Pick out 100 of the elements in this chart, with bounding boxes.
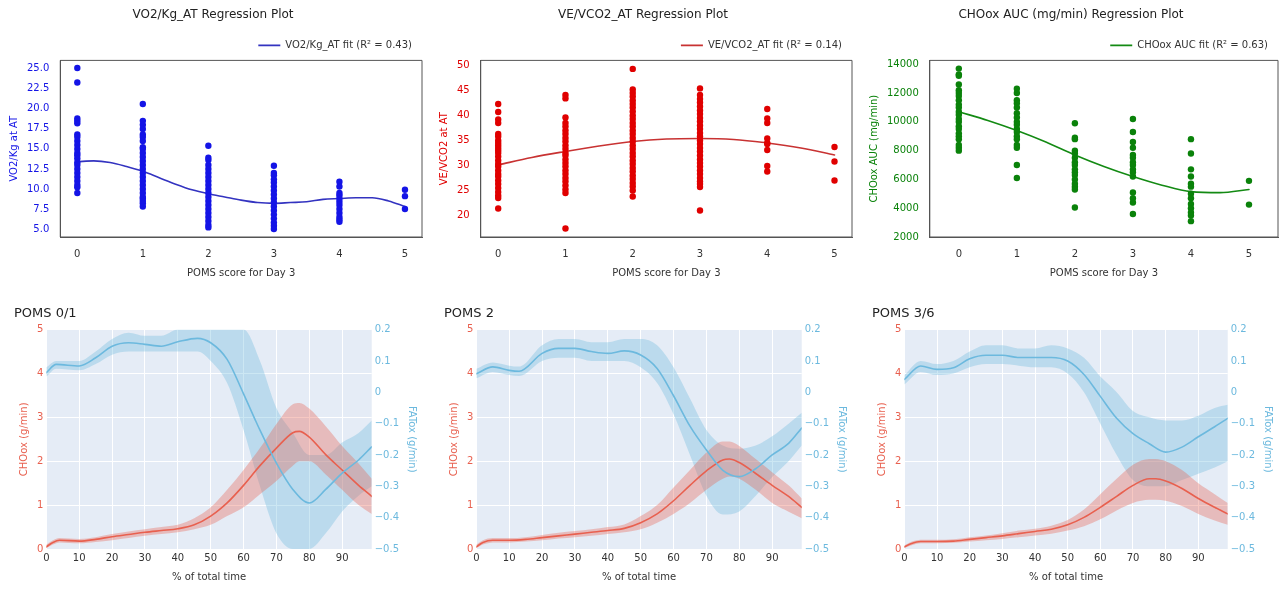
x-axis-title: % of total time — [1028, 570, 1104, 582]
x-tick-label: 2 — [205, 247, 212, 259]
x-tick-label: 4 — [1187, 247, 1195, 259]
y-tick-label: 4 — [36, 367, 44, 379]
x-tick-label: 4 — [336, 247, 343, 259]
y-tick-label: 1 — [894, 498, 902, 510]
y2-tick-label: 0.2 — [804, 323, 821, 335]
x-tick-label: 90 — [1191, 551, 1205, 563]
x-tick-label: 50 — [1061, 551, 1075, 563]
y2-tick-label: 0.2 — [1230, 323, 1247, 335]
x-tick-label: 40 — [601, 551, 615, 563]
y-tick-label: 8000 — [893, 144, 919, 156]
y2-tick-label: −0.3 — [1230, 479, 1256, 491]
y-tick-label: 17.5 — [27, 122, 50, 134]
x-tick-label: 5 — [401, 247, 409, 259]
y2-tick-label: 0.1 — [374, 354, 391, 366]
chart-title: POMS 2 — [444, 305, 494, 321]
x-tick-label: 1 — [1013, 247, 1021, 259]
y-tick-label: 1 — [36, 498, 44, 510]
y-axis-title: VE/VCO2 at AT — [437, 111, 449, 186]
x-tick-label: 90 — [765, 551, 779, 563]
x-tick-label: 30 — [138, 551, 152, 563]
x-tick-label: 30 — [995, 551, 1009, 563]
y2-tick-label: −0.5 — [374, 542, 400, 554]
y-tick-label: 5 — [466, 323, 474, 335]
x-tick-label: 3 — [696, 247, 704, 259]
x-tick-label: 70 — [700, 551, 713, 563]
y2-tick-label: −0.4 — [804, 511, 830, 523]
x-tick-label: 4 — [764, 247, 771, 259]
y-tick-label: 0 — [894, 542, 902, 554]
y-tick-label: 10.0 — [27, 182, 50, 194]
y2-tick-label: −0.4 — [1230, 511, 1256, 523]
x-tick-label: 20 — [963, 551, 977, 563]
x-tick-label: 1 — [562, 247, 569, 259]
line-series — [46, 430, 372, 548]
y-tick-label: 50 — [456, 59, 470, 70]
y-tick-label: 20 — [456, 209, 470, 221]
x-tick-label: 5 — [831, 247, 838, 259]
y-tick-label: 40 — [456, 109, 470, 121]
y-tick-label: 3 — [466, 410, 474, 422]
y2-tick-label: 0.2 — [374, 323, 391, 335]
x-tick-label: 40 — [1028, 551, 1042, 563]
y-tick-label: 12.5 — [27, 162, 50, 174]
y-tick-label: 4 — [894, 367, 902, 379]
y2-tick-label: −0.2 — [804, 448, 830, 460]
y-tick-label: 2 — [894, 454, 902, 466]
chart-title: CHOox AUC (mg/min) Regression Plot — [958, 7, 1184, 22]
y-tick-label: 7.5 — [33, 202, 50, 214]
y-tick-label: 35 — [456, 134, 470, 146]
y-tick-label: 0 — [466, 542, 474, 554]
y-axis-title: CHOox (g/min) — [875, 402, 887, 477]
y-tick-label: 25 — [456, 184, 470, 196]
y-tick-label: 14000 — [887, 57, 919, 69]
x-tick-label: 0 — [74, 247, 81, 259]
y2-tick-label: 0 — [804, 385, 812, 397]
x-tick-label: 2 — [629, 247, 636, 259]
x-tick-label: 0 — [955, 247, 963, 259]
x-tick-label: 3 — [270, 247, 278, 259]
chart-title: VE/VCO2_AT Regression Plot — [558, 7, 729, 22]
y2-tick-label: −0.1 — [1230, 417, 1256, 429]
x-tick-label: 5 — [1245, 247, 1253, 259]
y2-axis-title: FATox (g/min) — [1263, 406, 1275, 473]
x-tick-label: 0 — [495, 247, 502, 259]
y2-tick-label: 0 — [374, 385, 382, 397]
x-tick-label: 80 — [732, 551, 746, 563]
x-tick-label: 50 — [204, 551, 218, 563]
y-tick-label: 25.0 — [27, 62, 50, 74]
x-tick-label: 90 — [335, 551, 349, 563]
y2-tick-label: −0.5 — [1230, 542, 1256, 554]
y-tick-label: 45 — [456, 84, 470, 96]
x-tick-label: 50 — [634, 551, 648, 563]
y-tick-label: 5.0 — [33, 222, 50, 234]
x-tick-label: 70 — [1126, 551, 1140, 563]
chart-title: POMS 3/6 — [872, 305, 935, 321]
y2-tick-label: −0.2 — [1230, 448, 1256, 460]
chart-title: POMS 0/1 — [14, 305, 77, 321]
y-tick-label: 15.0 — [27, 142, 50, 154]
x-tick-label: 70 — [270, 551, 283, 563]
y-tick-label: 30 — [456, 159, 470, 171]
y-tick-label: 6000 — [893, 173, 919, 185]
y-tick-label: 5 — [36, 323, 44, 335]
x-axis-title: POMS score for Day 3 — [612, 266, 721, 278]
x-tick-label: 80 — [1159, 551, 1173, 563]
x-tick-label: 80 — [302, 551, 316, 563]
x-axis-title: % of total time — [171, 570, 247, 582]
x-axis-title: POMS score for Day 3 — [1049, 266, 1159, 278]
line-series — [904, 477, 1228, 548]
legend-label: VO2/Kg_AT fit (R² = 0.43) — [285, 38, 413, 51]
y-tick-label: 2 — [36, 454, 44, 466]
x-tick-label: 10 — [72, 551, 86, 563]
x-tick-label: 3 — [1129, 247, 1137, 259]
legend-label: CHOox AUC fit (R² = 0.63) — [1137, 38, 1269, 50]
y-tick-label: 3 — [894, 410, 902, 422]
y-tick-label: 20.0 — [27, 102, 50, 114]
y-axis-title: VO2/Kg at AT — [7, 114, 19, 182]
line-series — [904, 354, 1228, 453]
y-tick-label: 2 — [466, 454, 474, 466]
y2-tick-label: −0.3 — [374, 479, 400, 491]
x-tick-label: 30 — [568, 551, 582, 563]
y-tick-label: 4000 — [893, 201, 919, 213]
